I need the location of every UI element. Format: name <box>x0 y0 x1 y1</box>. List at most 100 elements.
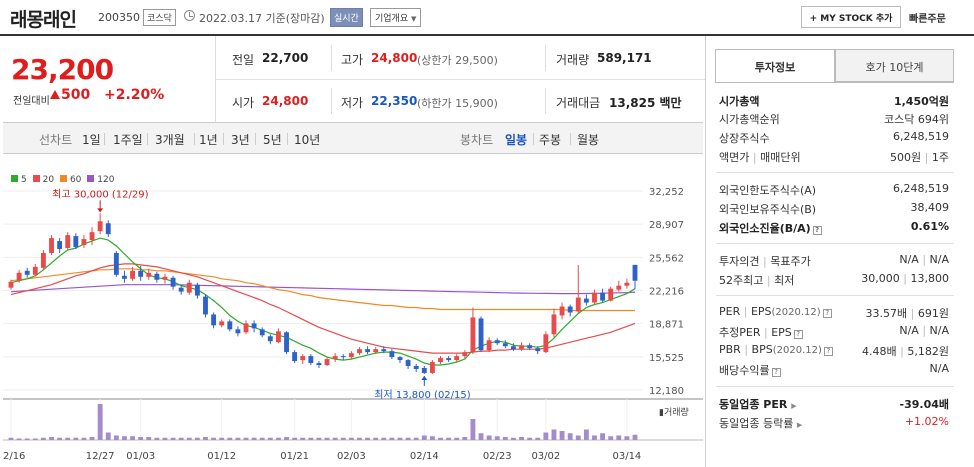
tab-1year[interactable]: 1년 <box>199 133 218 147</box>
tab-quote-10[interactable]: 호가 10단계 <box>835 49 954 82</box>
volume-bar <box>300 437 306 440</box>
volume-bar <box>308 437 314 440</box>
legend-ma120: 120 <box>97 175 115 185</box>
volume-bar <box>389 437 395 440</box>
tab-1day[interactable]: 1일 <box>82 133 101 147</box>
candle-body <box>421 367 427 373</box>
divider <box>147 133 148 145</box>
candle-body <box>40 252 46 268</box>
caret-right-icon: ▶ <box>796 421 803 429</box>
candle-body <box>162 276 168 280</box>
est-per-labels: 추정PER | EPS? <box>719 324 803 340</box>
tab-10year[interactable]: 10년 <box>294 133 321 147</box>
volume-bar <box>16 438 22 440</box>
candle-body <box>243 323 249 333</box>
volume-bar <box>178 437 184 440</box>
help-icon[interactable]: ? <box>793 330 803 339</box>
candle-body <box>275 331 281 343</box>
stock-code: 200350 <box>98 11 140 24</box>
tab-3month[interactable]: 3개월 <box>155 133 185 147</box>
corp-info-dropdown[interactable]: 기업개요 ▼ <box>370 8 422 27</box>
candle-body <box>365 349 371 353</box>
candle-body <box>178 287 184 292</box>
candle-body <box>381 349 387 352</box>
volume-bar <box>65 437 71 440</box>
volume-bar <box>494 436 500 440</box>
volume-bar <box>235 437 241 440</box>
realtime-button[interactable]: 실시간 <box>330 8 363 27</box>
x-tick-label: 01/21 <box>280 451 309 462</box>
ma120-line <box>10 284 636 295</box>
tab-daily[interactable]: 일봉 <box>505 133 528 147</box>
trade-amount-unit: 백만 <box>659 96 682 110</box>
foreign-ratio-label-wrap: 외국인소진율(B/A)? <box>719 220 822 236</box>
volume-bar <box>575 435 581 440</box>
industry-per-label-wrap: 동일업종 PER ▶ <box>719 396 797 412</box>
candle-body <box>616 285 622 290</box>
week52-row: 52주최고 | 최저 30,000 | 13,800 <box>719 272 949 290</box>
candle-body <box>583 298 589 303</box>
tab-monthly[interactable]: 월봉 <box>577 133 600 147</box>
candle-body <box>170 277 176 287</box>
volume-bar <box>211 437 217 440</box>
est-per-values: N/A | N/A <box>899 324 949 337</box>
volume-bar <box>267 437 273 440</box>
volume-bar <box>357 437 362 440</box>
legend-ma20: 20 <box>42 175 55 185</box>
ma60-line <box>10 268 635 312</box>
par-value-row: 액면가 | 매매단위 500원 | 1주 <box>719 149 949 167</box>
est-per-label: 추정PER <box>719 326 761 339</box>
candle-body <box>130 270 135 279</box>
divider <box>545 45 546 71</box>
x-tick-label: 12/16 <box>3 451 25 462</box>
candle-body <box>340 356 346 358</box>
plus-icon: + <box>809 14 818 24</box>
trade-amount-value: 13,825 백만 <box>609 94 682 111</box>
candle-body <box>486 340 492 351</box>
week52-high-label: 52주최고 <box>719 274 764 287</box>
chart-svg: 32,252 28,907 25,562 22,216 18,871 15,525 12,1… <box>3 187 703 462</box>
volume-bar <box>381 437 387 440</box>
volume-bar <box>519 437 524 440</box>
candle-body <box>519 345 524 350</box>
divider <box>331 88 332 114</box>
clock-icon <box>184 10 195 21</box>
add-my-stock-button[interactable]: + MY STOCK 추가 <box>801 6 901 28</box>
help-icon[interactable]: ? <box>812 226 822 235</box>
volume-bar <box>154 437 160 440</box>
volume-bar <box>57 437 63 440</box>
volume-bar <box>551 429 557 440</box>
prev-close-value: 22,700 <box>262 51 309 65</box>
help-icon[interactable]: ? <box>823 347 833 356</box>
price-chart[interactable]: 32,252 28,907 25,562 22,216 18,871 15,525 12,1… <box>3 171 703 467</box>
tab-invest-info[interactable]: 투자정보 <box>715 49 835 82</box>
volume-bar <box>365 437 371 440</box>
candle-body <box>413 366 419 369</box>
volume-bar <box>24 438 30 440</box>
trade-amount-label: 거래대금 <box>556 96 601 110</box>
volume-bar <box>446 437 452 440</box>
candle-body <box>551 314 557 335</box>
current-price: 23,200 <box>11 53 114 86</box>
tab-1week[interactable]: 1주일 <box>113 133 143 147</box>
divider <box>104 133 105 145</box>
line-chart-label[interactable]: 선차트 <box>39 133 73 147</box>
low-value: 22,350 <box>371 94 418 108</box>
volume-bar <box>284 437 289 440</box>
volume-bar <box>559 431 565 440</box>
tab-5year[interactable]: 5년 <box>263 133 282 147</box>
volume-bar <box>89 437 95 440</box>
chevron-down-icon: ▼ <box>411 15 417 23</box>
help-icon[interactable]: ? <box>822 309 832 318</box>
tab-weekly[interactable]: 주봉 <box>539 133 562 147</box>
help-icon[interactable]: ? <box>771 368 781 377</box>
candle-body <box>57 241 63 250</box>
volume-bar <box>421 435 427 440</box>
tab-3year[interactable]: 3년 <box>231 133 250 147</box>
foreign-holding-label: 외국인보유주식수(B) <box>719 203 817 216</box>
candle-chart-label[interactable]: 봉차트 <box>460 133 494 147</box>
candle-body <box>357 349 362 354</box>
week52-low-value: 13,800 <box>910 272 950 285</box>
y-tick-label: 22,216 <box>649 287 684 298</box>
quick-order-button[interactable]: 빠른주문 <box>909 14 946 25</box>
